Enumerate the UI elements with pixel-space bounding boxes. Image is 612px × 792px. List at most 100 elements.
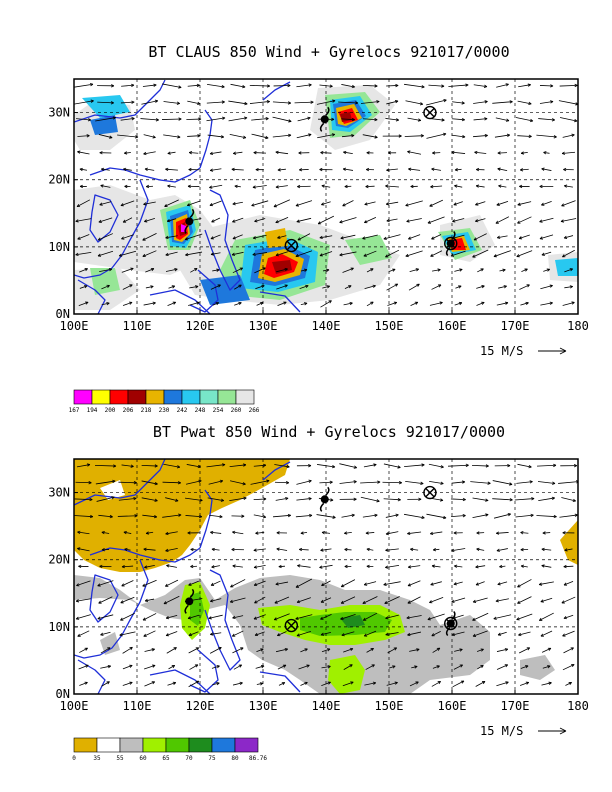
wind-vector-head: [120, 617, 124, 621]
wind-vector: [426, 99, 447, 106]
wind-vector-head: [552, 481, 556, 485]
wind-vector-head: [165, 615, 170, 620]
wind-vector-head: [215, 302, 220, 306]
wind-vector: [143, 151, 156, 155]
wind-vector: [495, 598, 509, 602]
wind-vector: [229, 464, 246, 468]
wind-vector: [447, 464, 469, 467]
wind-vector-head: [563, 564, 567, 569]
wind-vector-head: [106, 681, 110, 685]
wind-vector: [296, 84, 312, 88]
wind-vector-head: [516, 617, 520, 621]
lon-tick-label: 170E: [501, 319, 530, 333]
wind-vector: [321, 201, 331, 206]
wind-vector: [339, 217, 357, 223]
wind-vector-head: [299, 547, 303, 552]
wind-vector: [407, 596, 421, 604]
wind-vector: [97, 101, 114, 104]
wind-vector: [366, 648, 374, 653]
wind-vector: [234, 302, 242, 306]
wind-vector: [320, 548, 332, 551]
wind-vector: [100, 631, 111, 636]
wind-vector: [519, 682, 529, 686]
wind-vector-head: [305, 284, 309, 289]
wind-vector-head: [520, 564, 525, 568]
wind-vector: [254, 218, 266, 222]
wind-vector-head: [443, 515, 447, 520]
wind-vector: [559, 514, 578, 518]
wind-vector-head: [220, 498, 225, 502]
wind-vector: [433, 548, 440, 551]
wind-vector-head: [216, 682, 220, 686]
wind-vector: [100, 665, 111, 669]
wind-vector: [146, 531, 154, 534]
wind-vector: [454, 185, 463, 188]
wind-vector-head: [118, 253, 123, 257]
wind-vector-head: [574, 118, 578, 123]
wind-vector: [209, 514, 223, 518]
wind-vector-head: [385, 616, 389, 620]
wind-vector: [299, 285, 309, 290]
wind-vector: [562, 151, 576, 154]
wind-vector: [77, 135, 90, 137]
lon-tick-label: 100E: [60, 699, 89, 713]
wind-vector-head: [113, 464, 117, 468]
wind-vector-head: [285, 481, 290, 485]
wind-vector: [338, 101, 358, 104]
wind-vector-head: [373, 463, 377, 467]
wind-vector-head: [131, 100, 135, 104]
panel-claus-title: BT CLAUS 850 Wind + Gyrelocs 921017/0000: [148, 43, 509, 61]
wind-vector: [539, 101, 554, 104]
wind-vector: [496, 681, 509, 687]
wind-vector: [563, 565, 574, 568]
wind-vector-head: [509, 482, 513, 486]
colorbar-label: 242: [177, 407, 188, 414]
wind-vector-head: [355, 101, 359, 105]
wind-vector-head: [120, 203, 124, 207]
wind-vector-head: [432, 548, 437, 552]
wind-vector-head: [89, 82, 94, 87]
wind-vector-head: [239, 267, 244, 271]
lat-tick-label: 30N: [48, 486, 70, 500]
colorbar-label: 248: [195, 407, 206, 414]
wind-vector-head: [372, 284, 376, 288]
wind-vector: [275, 185, 288, 188]
wind-vector: [231, 168, 244, 171]
wind-vector: [212, 269, 220, 272]
wind-vector: [451, 631, 465, 636]
wind-vector: [517, 135, 532, 137]
wind-vector-head: [108, 267, 113, 272]
lon-tick-label: 120E: [186, 699, 215, 713]
wind-vector-head: [420, 481, 424, 485]
wind-vector-head: [266, 479, 270, 483]
wind-vector-head: [75, 599, 80, 603]
wind-vector: [541, 647, 552, 653]
wind-vector-head: [415, 681, 419, 685]
wind-vector-head: [273, 617, 278, 621]
wind-vector-head: [75, 616, 80, 620]
wind-vector-head: [351, 117, 355, 122]
wind-vector-head: [386, 168, 390, 172]
wind-vector-head: [321, 531, 326, 535]
wind-vector-head: [429, 531, 434, 536]
wind-vector-head: [505, 83, 509, 87]
lon-tick-label: 100E: [60, 319, 89, 333]
wind-vector-head: [283, 301, 287, 305]
wind-vector: [122, 284, 133, 290]
wind-vector-head: [550, 84, 554, 88]
wind-vector-head: [165, 548, 169, 553]
wind-vector-head: [484, 100, 488, 104]
wind-vector-head: [98, 219, 102, 223]
lon-tick-label: 160E: [438, 699, 467, 713]
wind-vector-head: [564, 548, 568, 552]
wind-vector-head: [190, 547, 194, 552]
wind-vector: [475, 218, 486, 222]
wind-vector: [518, 234, 530, 239]
wind-vector-head: [410, 547, 414, 552]
wind-vector-head: [77, 633, 81, 637]
wind-vector-head: [241, 514, 245, 518]
wind-vector-head: [543, 151, 547, 155]
wind-vector: [277, 301, 287, 307]
wind-vector: [276, 268, 288, 273]
wind-vector-head: [308, 83, 312, 87]
